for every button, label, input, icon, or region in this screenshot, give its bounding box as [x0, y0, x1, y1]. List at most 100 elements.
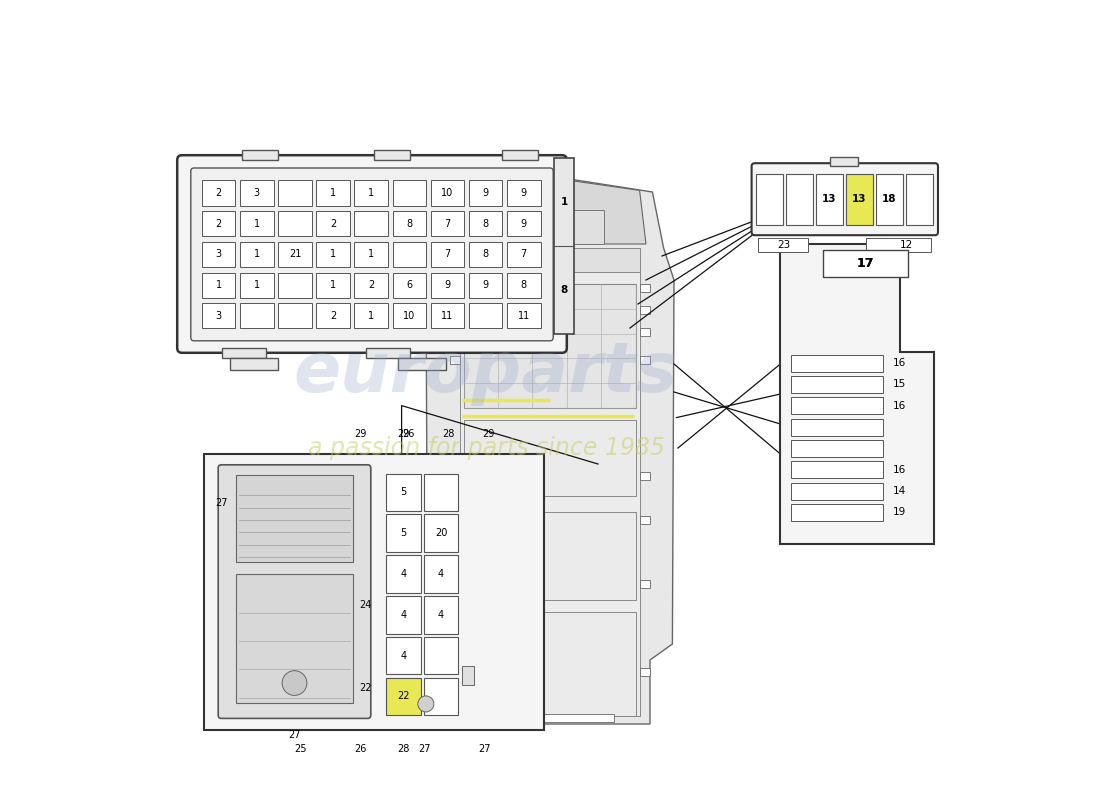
Bar	[424, 474, 459, 511]
Bar	[463, 612, 637, 716]
Bar	[424, 555, 459, 593]
Bar	[240, 180, 274, 206]
Bar	[354, 303, 388, 329]
Text: 27: 27	[288, 730, 300, 739]
Bar	[317, 273, 350, 298]
Bar	[205, 454, 544, 730]
Text: 7: 7	[520, 250, 527, 259]
Text: 1: 1	[254, 250, 260, 259]
Bar	[386, 474, 420, 511]
Text: 1: 1	[254, 218, 260, 229]
Text: 9: 9	[520, 188, 527, 198]
Bar	[202, 273, 235, 298]
Bar	[240, 242, 274, 267]
Bar	[236, 574, 353, 703]
Text: 23: 23	[777, 240, 790, 250]
Bar	[450, 580, 461, 588]
Bar	[462, 666, 474, 685]
Bar	[816, 174, 843, 225]
Text: europarts: europarts	[294, 338, 678, 406]
Bar	[240, 211, 274, 236]
Bar	[354, 180, 388, 206]
Bar	[386, 637, 420, 674]
Bar	[791, 398, 883, 414]
Text: 4: 4	[438, 610, 444, 620]
Text: 5: 5	[400, 487, 407, 498]
Bar	[450, 328, 461, 336]
Bar	[450, 668, 461, 676]
Text: 1: 1	[368, 188, 374, 198]
Text: ⊖: ⊖	[516, 222, 525, 232]
Text: 9: 9	[483, 280, 488, 290]
Bar	[424, 514, 459, 552]
Text: 8: 8	[406, 218, 412, 229]
Bar	[791, 504, 883, 521]
Text: 7: 7	[444, 250, 451, 259]
Bar	[366, 348, 410, 358]
FancyBboxPatch shape	[190, 168, 553, 341]
Text: 1: 1	[330, 188, 337, 198]
Bar	[867, 238, 932, 252]
Bar	[386, 596, 420, 634]
Bar	[450, 306, 461, 314]
Text: 2: 2	[216, 188, 222, 198]
Circle shape	[418, 696, 433, 712]
Text: 5: 5	[400, 528, 407, 538]
Bar	[240, 303, 274, 329]
Text: 29: 29	[397, 429, 409, 439]
Text: 8: 8	[520, 280, 527, 290]
Text: 8: 8	[483, 218, 488, 229]
Bar	[278, 273, 311, 298]
Bar	[469, 180, 503, 206]
Bar	[242, 150, 278, 160]
Bar	[393, 180, 426, 206]
Text: 4: 4	[400, 650, 407, 661]
Polygon shape	[426, 176, 674, 724]
Bar	[507, 273, 540, 298]
Bar	[639, 472, 650, 480]
Bar	[507, 211, 540, 236]
Bar	[830, 157, 858, 166]
Text: 10: 10	[441, 188, 453, 198]
Bar	[757, 174, 783, 225]
Text: ⊕: ⊕	[546, 222, 554, 232]
Bar	[639, 580, 650, 588]
Bar	[317, 242, 350, 267]
Bar	[450, 472, 461, 480]
Bar	[791, 482, 883, 500]
Bar	[846, 174, 872, 225]
Text: 27: 27	[478, 744, 491, 754]
Bar	[424, 678, 459, 715]
Text: 1: 1	[368, 311, 374, 321]
Text: 15: 15	[893, 379, 906, 390]
Bar	[639, 284, 650, 292]
Bar	[463, 512, 637, 600]
Text: 29: 29	[482, 429, 495, 439]
Bar	[463, 284, 637, 408]
Bar	[317, 180, 350, 206]
Text: 29: 29	[354, 429, 366, 439]
FancyBboxPatch shape	[218, 465, 371, 718]
Bar	[317, 303, 350, 329]
Bar	[450, 516, 461, 524]
Bar	[639, 328, 650, 336]
Text: 8: 8	[560, 285, 568, 294]
Bar	[758, 238, 808, 252]
Text: 20: 20	[434, 528, 448, 538]
Bar	[507, 180, 540, 206]
Bar	[791, 376, 883, 393]
Text: 19: 19	[893, 507, 906, 518]
Bar	[639, 516, 650, 524]
Bar	[469, 211, 503, 236]
Bar	[639, 356, 650, 364]
Bar	[496, 210, 604, 244]
Text: 11: 11	[518, 311, 530, 321]
Text: 18: 18	[882, 194, 896, 204]
Bar	[461, 248, 639, 272]
Text: 17: 17	[857, 257, 874, 270]
Bar	[393, 303, 426, 329]
Bar	[393, 273, 426, 298]
Bar	[424, 637, 459, 674]
Text: 3: 3	[216, 311, 222, 321]
Bar	[386, 678, 420, 715]
